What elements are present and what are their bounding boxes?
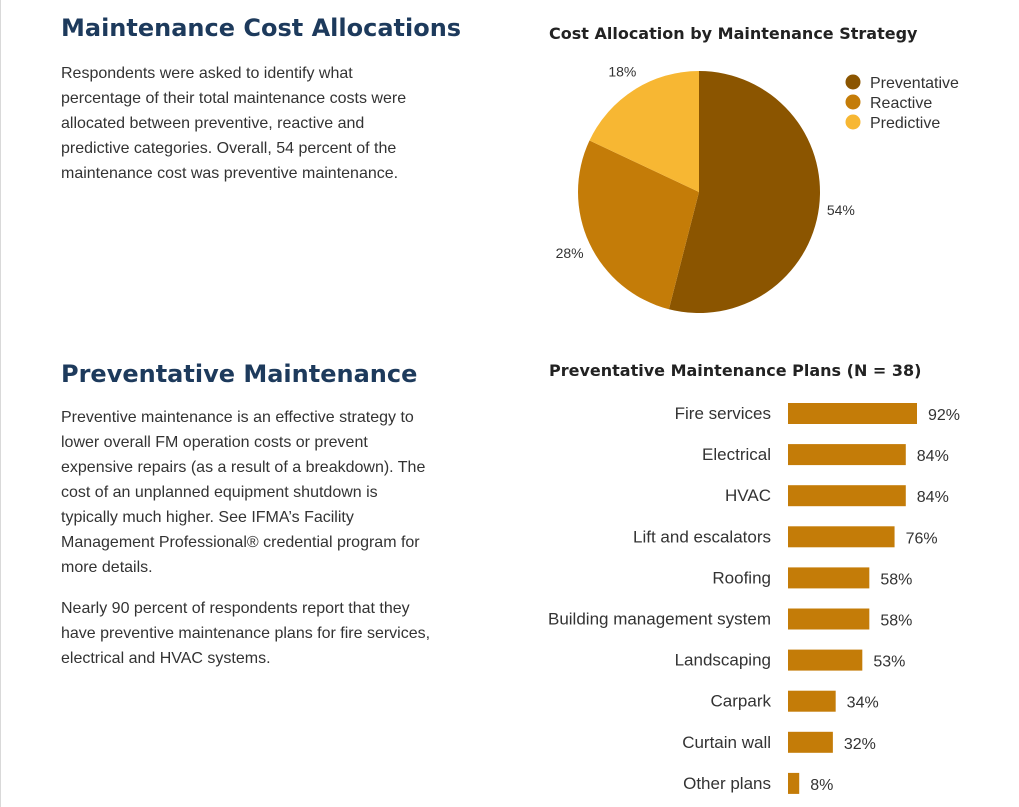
bar-lift-and-escalators (788, 526, 895, 548)
bar-carpark (788, 690, 836, 712)
legend-swatch-reactive (845, 94, 861, 110)
bar-category-label: Roofing (712, 568, 771, 587)
bar-hvac (788, 485, 906, 507)
bar-category-label: Lift and escalators (633, 527, 771, 546)
pie-label-preventative: 54% (827, 202, 855, 218)
bar-curtain-wall (788, 731, 833, 753)
bar-electrical (788, 444, 906, 466)
cost-allocations-paragraph: Respondents were asked to identify what … (61, 65, 407, 182)
bar-value-label: 53% (873, 654, 905, 671)
bar-category-label: Landscaping (675, 651, 771, 670)
legend-label-preventative: Preventative (870, 75, 959, 92)
pie-slice-reactive (578, 140, 699, 310)
pie-label-predictive: 18% (608, 63, 636, 79)
bar-category-label: Curtain wall (682, 733, 771, 752)
bar-category-label: Fire services (675, 404, 771, 423)
bar-other-plans (788, 772, 800, 794)
pie-chart-title: Cost Allocation by Maintenance Strategy (549, 24, 918, 43)
legend-label-reactive: Reactive (870, 95, 932, 112)
bar-value-label: 58% (880, 613, 912, 630)
pie-slice-preventative (668, 71, 820, 313)
bar-value-label: 32% (844, 736, 876, 753)
bar-fire-services (788, 403, 917, 424)
pie-slice-predictive (589, 71, 699, 192)
bar-chart-title: Preventative Maintenance Plans (N = 38) (549, 361, 922, 380)
bar-value-label: 8% (810, 777, 833, 794)
bar-category-label: Electrical (702, 445, 771, 464)
pie-label-reactive: 28% (556, 245, 584, 261)
bar-value-label: 84% (917, 448, 949, 465)
legend-swatch-preventative (845, 74, 861, 90)
preventative-maintenance-paragraph-1: Preventive maintenance is an effective s… (61, 409, 426, 576)
bar-value-label: 84% (917, 489, 949, 506)
cost-allocations-heading: Maintenance Cost Allocations (61, 14, 462, 42)
bar-value-label: 34% (847, 695, 879, 712)
bar-roofing (788, 567, 870, 589)
bar-value-label: 76% (906, 530, 938, 547)
bar-building-management-system (788, 608, 870, 630)
bar-category-label: HVAC (725, 486, 771, 505)
bar-category-label: Carpark (711, 692, 772, 711)
bar-value-label: 58% (880, 571, 912, 588)
page-left-border (0, 0, 1, 807)
preventative-maintenance-heading: Preventative Maintenance (61, 360, 418, 388)
bar-landscaping (788, 649, 863, 671)
bar-value-label: 92% (928, 407, 960, 424)
legend-label-predictive: Predictive (870, 115, 940, 132)
bar-category-label: Building management system (548, 610, 771, 629)
preventative-maintenance-paragraph-2: Nearly 90 percent of respondents report … (61, 600, 431, 667)
legend-swatch-predictive (845, 114, 861, 130)
bar-category-label: Other plans (683, 774, 771, 793)
